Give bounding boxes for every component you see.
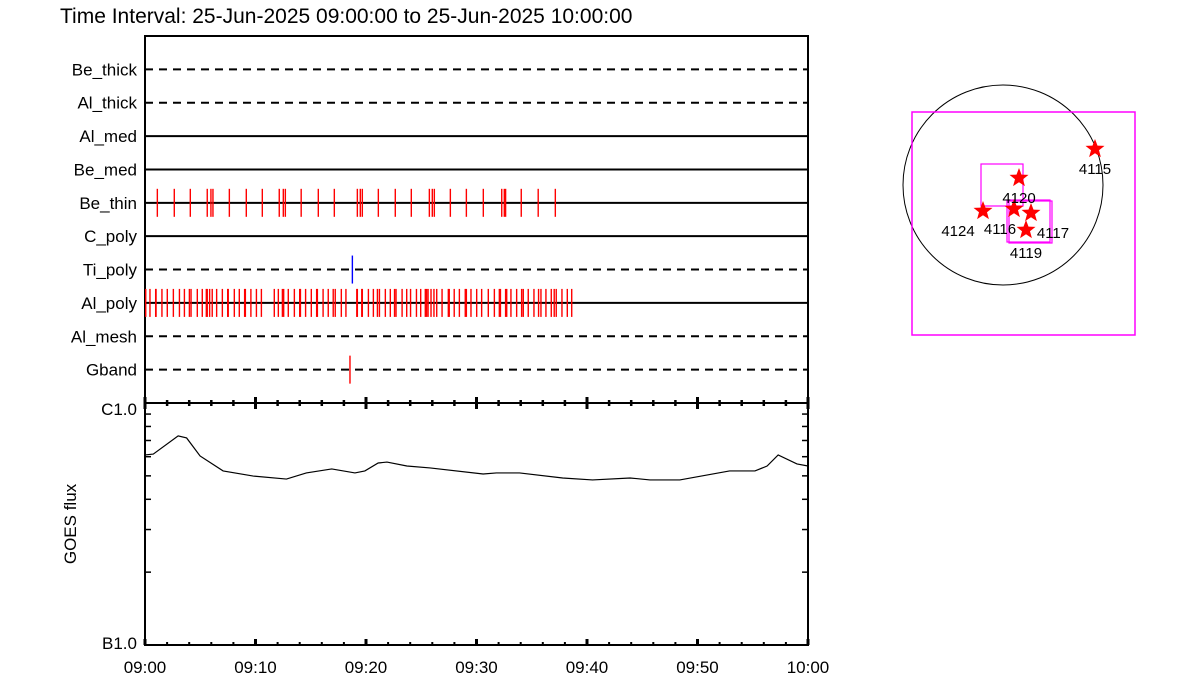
y-tick-label: C1.0 — [101, 400, 137, 419]
row-label-al_poly: Al_poly — [81, 294, 137, 313]
row-label-gband: Gband — [86, 361, 137, 380]
target-label: 4115 — [1079, 161, 1111, 178]
target-label: 4119 — [1010, 245, 1042, 262]
y-axis-label: GOES flux — [61, 483, 80, 564]
target-label: 4116 — [984, 221, 1016, 238]
x-tick-label: 09:50 — [676, 658, 719, 677]
row-label-al_mesh: Al_mesh — [71, 327, 137, 346]
fov-box — [980, 163, 1024, 207]
target-label: 4120 — [1002, 190, 1035, 207]
chart-title: Time Interval: 25-Jun-2025 09:00:00 to 2… — [60, 5, 632, 28]
target-star-icon — [1004, 199, 1024, 218]
row-label-ti_poly: Ti_poly — [83, 261, 138, 280]
x-tick-label: 09:30 — [455, 658, 498, 677]
target-star-icon — [1009, 168, 1029, 187]
row-label-al_thick: Al_thick — [77, 94, 137, 113]
row-label-be_med: Be_med — [74, 160, 137, 179]
x-tick-label: 09:10 — [234, 658, 277, 677]
target-star-icon — [1021, 203, 1041, 222]
fov-box — [1008, 200, 1053, 244]
fov-box-large — [911, 111, 1136, 336]
row-label-be_thin: Be_thin — [79, 194, 137, 213]
x-tick-label: 09:40 — [566, 658, 609, 677]
goes-frame — [144, 402, 809, 646]
row-label-be_thick: Be_thick — [72, 60, 138, 79]
x-tick-label: 09:20 — [345, 658, 388, 677]
row-label-al_med: Al_med — [79, 127, 137, 146]
row-label-c_poly: C_poly — [84, 227, 137, 246]
x-tick-label: 10:00 — [787, 658, 830, 677]
goes-flux-panel: 09:00 09:10 09:20 09:30 09:40 09:50 10:00 C1.0 B… — [61, 397, 829, 677]
timeline-frame — [144, 35, 809, 404]
context-map: 4115 4120 4124 4116 4117 4119 — [902, 84, 1136, 336]
x-tick-label: 09:00 — [124, 658, 167, 677]
y-tick-label: B1.0 — [102, 634, 137, 653]
target-label: 4117 — [1037, 225, 1069, 242]
solar-limb-circle — [902, 84, 1104, 286]
goes-flux-line — [144, 435, 809, 481]
filter-timeline-panel: Be_thick Al_thick Al_med Be_med Be_thin C_pol… — [71, 35, 809, 404]
target-star-icon — [973, 201, 993, 220]
target-star-icon — [1085, 139, 1105, 158]
target-star-icon — [1016, 220, 1036, 239]
fov-box — [1006, 199, 1051, 243]
target-label: 4124 — [941, 223, 974, 240]
